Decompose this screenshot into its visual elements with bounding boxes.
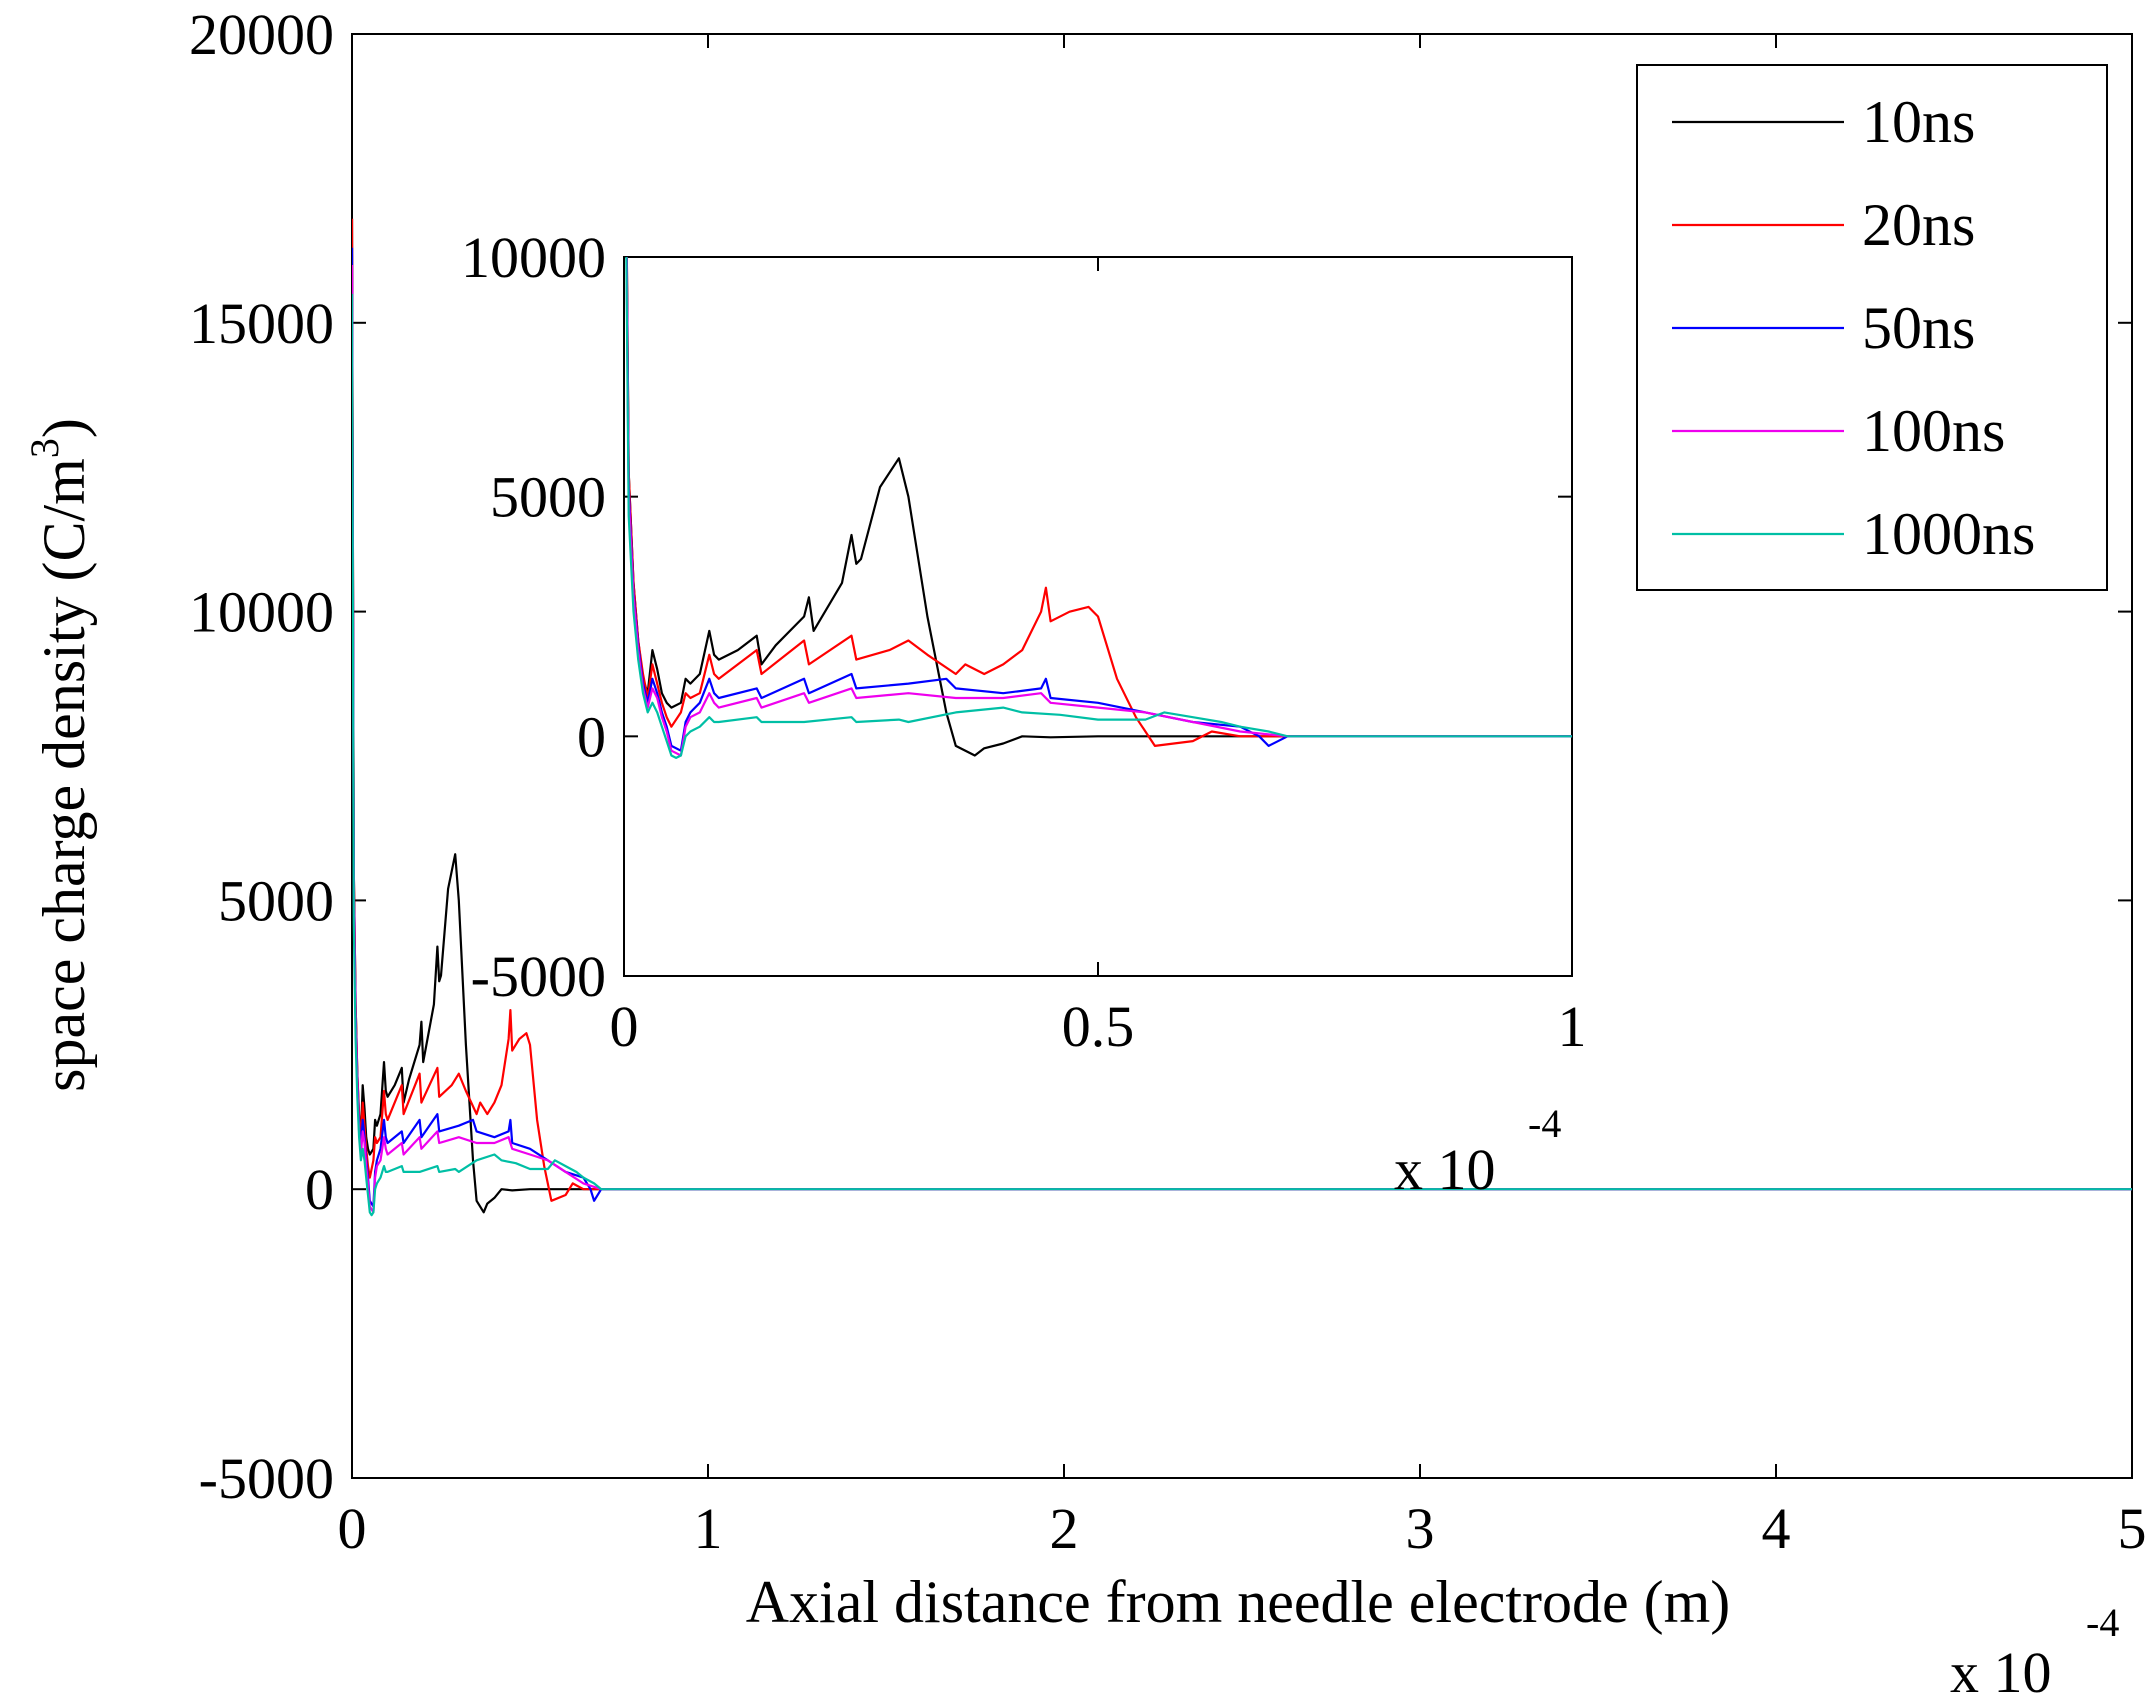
series-line-1000ns [352, 293, 2132, 1217]
y-tick-label: 0 [305, 1157, 334, 1222]
legend-label-10ns: 10ns [1862, 89, 1975, 155]
x-tick-label: 2 [1050, 1496, 1079, 1561]
inset-x-exponent-power: -4 [1528, 1101, 1561, 1146]
y-tick-label: 5000 [218, 868, 334, 933]
main-axes-box [351, 33, 2133, 1479]
legend-label-1000ns: 1000ns [1862, 501, 2035, 567]
legend-box [1636, 64, 2108, 591]
legend-label-100ns: 100ns [1862, 398, 2005, 464]
y-tick-label: 10000 [461, 225, 606, 290]
main-x-exponent-power: -4 [2086, 1600, 2119, 1645]
legend-label-50ns: 50ns [1862, 295, 1975, 361]
series-line-50ns [352, 247, 2132, 1208]
x-tick-label: 5 [2118, 1496, 2147, 1561]
y-tick-label: -5000 [199, 1446, 334, 1511]
legend-label-20ns: 20ns [1862, 192, 1975, 258]
x-tick-label: 1 [1558, 994, 1587, 1059]
legend: 10ns 20ns 50ns 100ns 1000ns [1636, 64, 2108, 591]
main-x-exponent-base: x 10 [1950, 1640, 2052, 1697]
y-tick-label: 15000 [189, 291, 334, 356]
x-tick-label: 3 [1406, 1496, 1435, 1561]
series-line-100ns [352, 264, 2132, 1214]
x-tick-label: 0 [338, 1496, 367, 1561]
y-tick-label: 10000 [189, 580, 334, 645]
y-axis-title-main: space charge density (C/m [31, 458, 97, 1092]
y-tick-label: 5000 [490, 465, 606, 530]
y-axis-title-superscript: 3 [22, 438, 67, 458]
series-line-10ns [625, 257, 1572, 757]
main-series-group [352, 218, 2132, 1217]
series-line-50ns [625, 257, 1572, 752]
inset-x-exponent-base: x 10 [1394, 1137, 1496, 1202]
x-tick-label: 4 [1762, 1496, 1791, 1561]
y-tick-label: 20000 [189, 2, 334, 67]
x-axis-title: Axial distance from needle electrode (m) [746, 1569, 1731, 1635]
series-line-1000ns [625, 257, 1572, 760]
y-tick-label: -5000 [471, 944, 606, 1009]
y-tick-label: 0 [577, 704, 606, 769]
x-tick-label: 1 [694, 1496, 723, 1561]
y-axis-title: space charge density (C/m3) [22, 418, 97, 1092]
x-tick-label: 0 [610, 994, 639, 1059]
y-axis-title-text: space charge density (C/m3) [22, 418, 97, 1092]
legend-items: 10ns 20ns 50ns 100ns 1000ns [1672, 89, 2035, 567]
x-tick-label: 0.5 [1062, 994, 1135, 1059]
series-line-100ns [625, 257, 1572, 757]
inset-series-group [625, 257, 1572, 760]
y-axis-title-close: ) [31, 418, 97, 438]
series-line-20ns [625, 257, 1572, 748]
series-line-10ns [352, 218, 2132, 1214]
